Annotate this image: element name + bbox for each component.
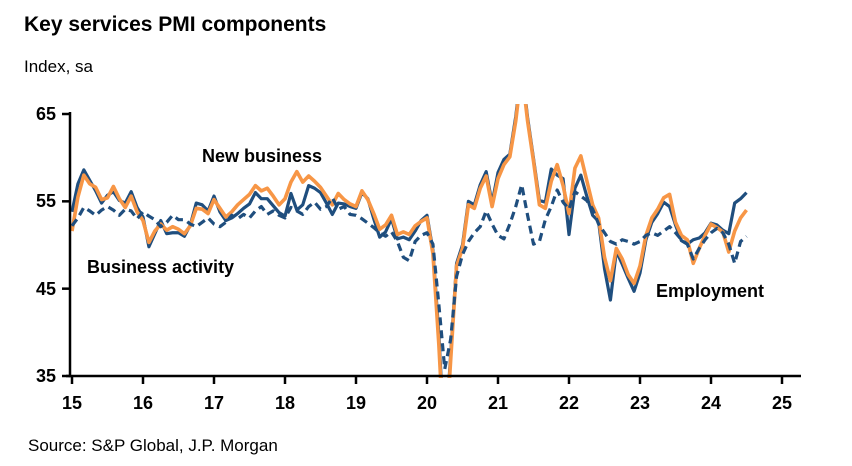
y-tick-label: 65: [35, 104, 56, 124]
x-tick-label: 23: [629, 393, 651, 413]
source-note: Source: S&P Global, J.P. Morgan: [28, 436, 278, 455]
series-line-business-activity: [70, 104, 748, 378]
x-tick-label: 20: [416, 393, 438, 413]
x-tick-label: 22: [558, 393, 580, 413]
series-line-employment: [70, 183, 748, 371]
x-tick-label: 25: [771, 393, 793, 413]
series-line-new-business: [70, 104, 748, 378]
axes: [62, 112, 801, 384]
x-tick-label: 18: [274, 393, 296, 413]
y-tick-label: 45: [35, 278, 56, 299]
annotation-business-activity: Business activity: [87, 257, 235, 277]
chart-title: Key services PMI components: [24, 13, 327, 36]
x-tick-label: 24: [700, 393, 722, 413]
x-tick-label: 19: [345, 393, 367, 413]
annotation-new-business: New business: [202, 146, 323, 166]
y-tick-label: 55: [35, 191, 56, 212]
chart-subtitle: Index, sa: [24, 57, 93, 76]
x-tick-label: 21: [487, 393, 509, 413]
y-tick-label: 35: [35, 366, 56, 386]
x-tick-label: 16: [132, 393, 154, 413]
x-tick-label: 17: [203, 393, 225, 413]
x-tick-label: 15: [61, 393, 83, 413]
annotation-employment: Employment: [656, 281, 765, 301]
